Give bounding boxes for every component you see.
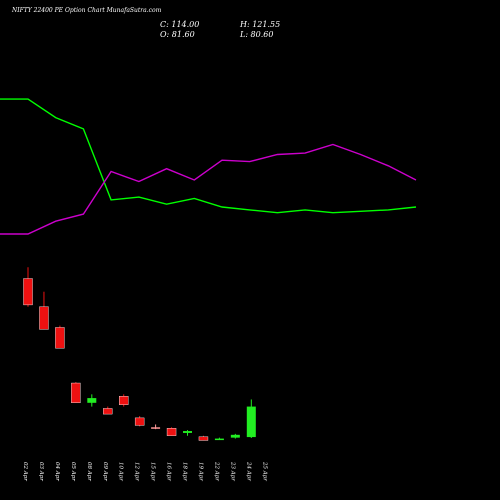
candle-body bbox=[71, 382, 81, 404]
candle-5 bbox=[87, 394, 97, 407]
x-tick-label: 24 Apr bbox=[245, 461, 251, 481]
x-tick-label: 15 Apr bbox=[150, 462, 156, 481]
x-tick-label: 10 Apr bbox=[118, 462, 124, 481]
candle-body bbox=[246, 406, 256, 438]
candle-body bbox=[183, 431, 192, 433]
chart-title: NIFTY 22400 PE Option Chart MunafaSutra.… bbox=[12, 7, 162, 14]
candle-body bbox=[87, 398, 97, 403]
x-tick-label: 08 Apr bbox=[86, 462, 92, 481]
candle-12 bbox=[198, 435, 209, 441]
x-tick-label: 19 Apr bbox=[197, 462, 203, 481]
x-tick-label: 05 Apr bbox=[70, 462, 76, 481]
candle-body bbox=[134, 417, 145, 426]
candle-body bbox=[39, 306, 49, 330]
close-value: C: 114.00 bbox=[160, 20, 200, 29]
low-value: L: 80.60 bbox=[240, 30, 274, 39]
indicator-lines bbox=[0, 98, 417, 235]
x-tick-label: 16 Apr bbox=[166, 462, 172, 481]
candle-body bbox=[118, 396, 129, 405]
high-value: H: 121.55 bbox=[240, 20, 281, 29]
candle-13 bbox=[214, 437, 224, 441]
x-tick-label: 12 Apr bbox=[134, 462, 140, 481]
candle-body bbox=[103, 408, 113, 415]
x-axis-tick-labels: 02 Apr 03 Apr 04 Apr 05 Apr 08 Apr 09 Apr 10 A… bbox=[22, 461, 267, 481]
candlesticks bbox=[23, 267, 256, 441]
candle-6 bbox=[103, 406, 113, 415]
candle-body bbox=[166, 428, 177, 436]
x-tick-label: 02 Apr bbox=[22, 462, 28, 481]
x-tick-label: 25 Apr bbox=[261, 461, 267, 481]
candle-body bbox=[198, 436, 209, 441]
candle-1 bbox=[23, 267, 33, 307]
x-tick-label: 22 Apr bbox=[213, 461, 219, 481]
candle-2 bbox=[39, 291, 49, 330]
x-tick-label: 04 Apr bbox=[54, 462, 60, 481]
x-tick-label: 23 Apr bbox=[229, 461, 235, 481]
candle-body bbox=[55, 327, 65, 349]
x-tick-label: 03 Apr bbox=[38, 462, 44, 481]
candle-body bbox=[151, 427, 161, 429]
x-tick-label: 18 Apr bbox=[182, 462, 188, 481]
candle-9 bbox=[151, 424, 161, 430]
candle-8 bbox=[134, 415, 145, 427]
candle-10 bbox=[166, 427, 177, 436]
candle-body bbox=[214, 438, 224, 441]
candle-7 bbox=[118, 394, 129, 407]
candle-11 bbox=[183, 430, 192, 436]
candle-body bbox=[230, 434, 240, 438]
candle-3 bbox=[55, 325, 65, 349]
candle-4 bbox=[71, 382, 81, 404]
magenta-indicator-line bbox=[0, 143, 417, 235]
open-value: O: 81.60 bbox=[160, 30, 195, 39]
candle-14 bbox=[230, 433, 240, 439]
green-indicator-line bbox=[0, 98, 417, 214]
x-tick-label: 09 Apr bbox=[102, 462, 108, 481]
candle-body bbox=[23, 278, 33, 306]
candle-15 bbox=[246, 399, 256, 439]
